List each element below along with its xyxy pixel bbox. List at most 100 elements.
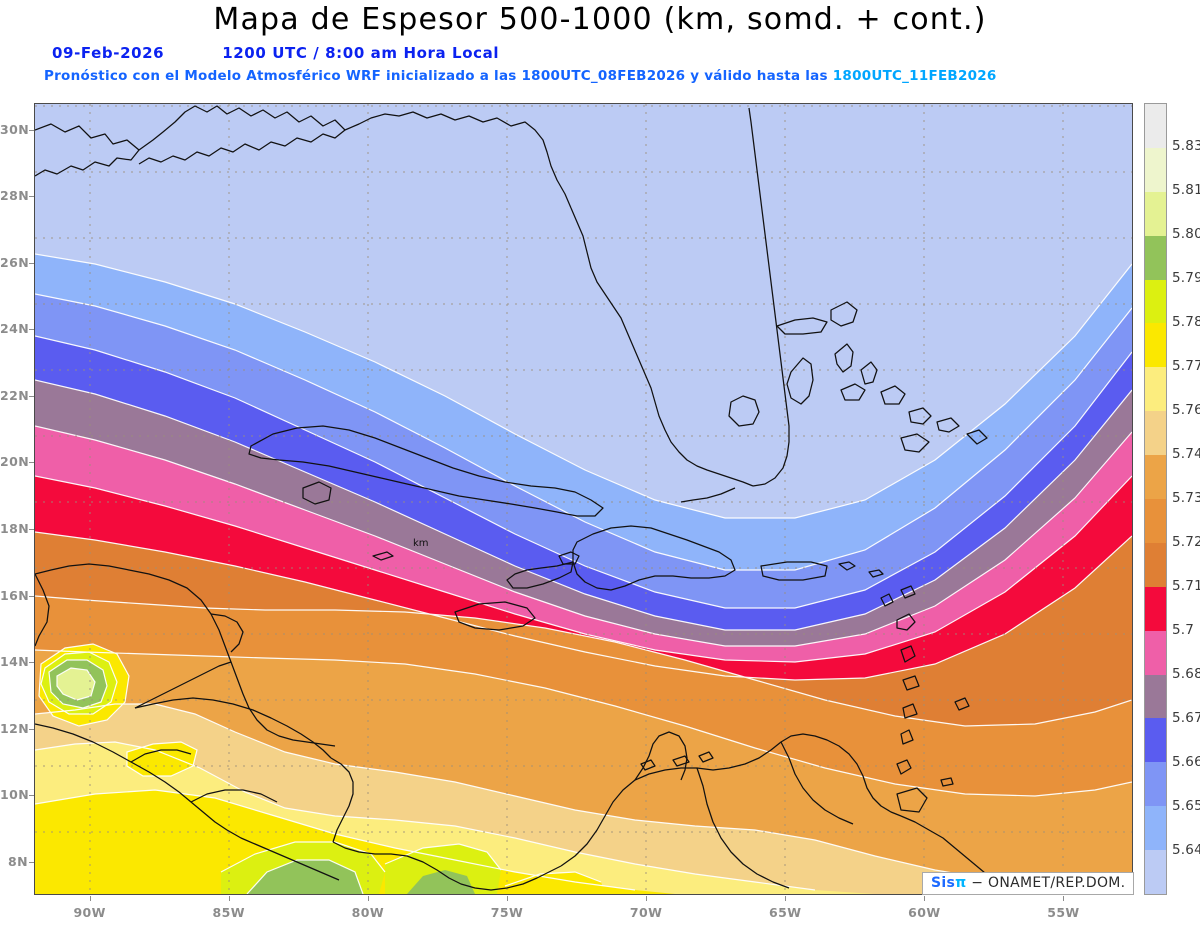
- coastline-pacific-central-america: [35, 723, 340, 881]
- island-cayman: [372, 551, 394, 561]
- lon-tick-label: 70W: [629, 905, 663, 920]
- lon-tick-mark: [506, 896, 508, 901]
- coastline-yucatan: [35, 563, 336, 747]
- colorbar-swatch[interactable]: [1145, 718, 1166, 763]
- island-grand-bahama: [776, 317, 828, 335]
- lon-tick-label: 80W: [351, 905, 385, 920]
- colorbar-swatch[interactable]: [1145, 630, 1166, 675]
- island-turks: [966, 429, 988, 445]
- band-5772-sw: [35, 790, 675, 894]
- colorbar-swatch[interactable]: [1145, 104, 1166, 148]
- forecast-date: 09-Feb-2026: [52, 44, 165, 62]
- lat-tick-mark: [29, 196, 34, 198]
- colorbar-swatch[interactable]: [1145, 235, 1166, 280]
- lat-tick-mark: [29, 795, 34, 797]
- colorbar[interactable]: [1144, 103, 1167, 895]
- lat-tick-mark: [29, 462, 34, 464]
- border-belize: [210, 613, 244, 653]
- florida-keys: [680, 487, 736, 503]
- island-abaco: [830, 301, 858, 327]
- coastline-florida-panhandle: [344, 111, 572, 209]
- contour-lines: [35, 253, 1132, 894]
- island-cat: [860, 361, 878, 385]
- colorbar-tick-label: 5.688: [1172, 666, 1200, 682]
- coastline-florida-west: [570, 207, 754, 487]
- lat-tick-label: 10N: [0, 787, 30, 803]
- page-title: Mapa de Espesor 500-1000 (km, somd. + co…: [213, 2, 987, 37]
- colorbar-tick-label: 5.64: [1172, 842, 1200, 858]
- colorbar-swatch[interactable]: [1145, 147, 1166, 192]
- lat-tick-label: 14N: [0, 654, 30, 670]
- colorbar-tick-label: 5.772: [1172, 358, 1200, 374]
- island-haiti-south-peninsula: [506, 561, 574, 589]
- island-antigua: [900, 585, 916, 599]
- island-hispaniola: [572, 525, 736, 591]
- coastline-costa-rica-panama: [332, 841, 562, 891]
- lon-tick-mark: [228, 896, 230, 901]
- colorbar-tick-label: 5.724: [1172, 534, 1200, 550]
- colorbar-tick-label: 5.736: [1172, 490, 1200, 506]
- colorbar-tick-label: 5.76: [1172, 402, 1200, 418]
- map-plot-area[interactable]: km: [34, 103, 1133, 895]
- lat-tick-mark: [29, 395, 34, 397]
- border-venezuela-colombia: [696, 767, 790, 889]
- colorbar-swatch[interactable]: [1145, 455, 1166, 500]
- coastline-venezuela-gulf: [634, 731, 688, 781]
- lat-tick-mark: [29, 262, 34, 264]
- island-inagua: [900, 433, 930, 453]
- island-martinique: [902, 675, 920, 691]
- island-gonave: [558, 551, 580, 565]
- island-cuba: [248, 425, 604, 517]
- lat-tick-label: 12N: [0, 720, 30, 736]
- river-orinoco: [780, 741, 854, 825]
- lat-tick-label: 22N: [0, 387, 30, 403]
- border-nicaragua: [190, 789, 278, 803]
- colorbar-tick-label: 5.783: [1172, 314, 1200, 330]
- island-andros: [786, 357, 814, 405]
- island-crooked: [908, 407, 932, 425]
- colorbar-swatch[interactable]: [1145, 586, 1166, 631]
- island-puerto-rico: [760, 561, 828, 581]
- island-grenada: [896, 759, 912, 775]
- colorbar-swatch[interactable]: [1145, 850, 1166, 895]
- island-isla-juventud: [302, 481, 332, 505]
- colorbar-swatch[interactable]: [1145, 762, 1166, 807]
- lat-tick-label: 24N: [0, 321, 30, 337]
- colorbar-swatch[interactable]: [1145, 499, 1166, 543]
- lat-tick-label: 30N: [0, 121, 30, 137]
- island-barbados: [954, 697, 970, 711]
- colorbar-swatch[interactable]: [1145, 674, 1166, 719]
- colorbar-swatch[interactable]: [1145, 279, 1166, 324]
- lon-tick-label: 65W: [769, 905, 802, 920]
- lon-tick-mark: [785, 896, 787, 901]
- colorbar-swatch[interactable]: [1145, 806, 1166, 851]
- coastline-nicaragua-caribbean: [330, 757, 354, 843]
- island-bonaire: [698, 751, 714, 763]
- watermark-sis: Sis: [931, 875, 956, 891]
- lat-tick-label: 18N: [0, 520, 30, 536]
- coastline-campeche: [35, 573, 50, 647]
- lon-tick-mark: [367, 896, 369, 901]
- coastlines: [35, 105, 1012, 894]
- model-run-description: Pronóstico con el Modelo Atmosférico WRF…: [44, 68, 997, 84]
- colorbar-swatch[interactable]: [1145, 367, 1166, 412]
- colorbar-tick-label: 5.819: [1172, 182, 1200, 198]
- colorbar-tick-label: 5.652: [1172, 798, 1200, 814]
- island-jamaica: [454, 601, 536, 631]
- map-annotation-km: km: [413, 538, 429, 549]
- colorbar-tick-label: 5.7: [1172, 622, 1195, 638]
- lake-okeechobee: [728, 395, 760, 427]
- colorbar-swatch[interactable]: [1145, 191, 1166, 236]
- band-5807-highland-core: [57, 668, 95, 700]
- lon-tick-label: 55W: [1047, 905, 1080, 920]
- lat-tick-label: 20N: [0, 454, 30, 470]
- lat-tick-mark: [29, 528, 34, 530]
- colorbar-swatch[interactable]: [1145, 323, 1166, 368]
- island-st-kitts: [880, 593, 894, 607]
- colorbar-swatch[interactable]: [1145, 542, 1166, 587]
- island-st-lucia: [902, 703, 918, 719]
- coastline-gulf-usa: [35, 123, 140, 177]
- island-virgin-islands: [838, 561, 856, 571]
- colorbar-swatch[interactable]: [1145, 411, 1166, 456]
